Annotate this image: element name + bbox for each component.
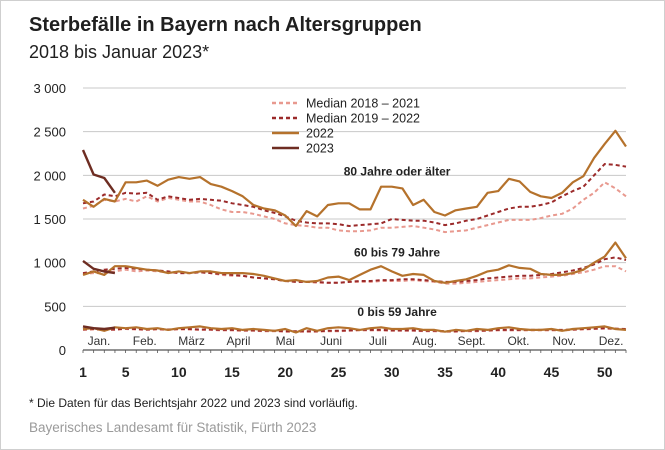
month-label: Dez. bbox=[599, 334, 624, 348]
month-label: Aug. bbox=[412, 334, 437, 348]
x-tick-label: 30 bbox=[384, 364, 400, 380]
series-line-median-2018-2021 bbox=[82, 181, 627, 234]
y-tick-label: 1 500 bbox=[33, 212, 66, 227]
x-tick-label: 25 bbox=[331, 364, 347, 380]
legend-label: 2022 bbox=[306, 127, 334, 141]
series-line-y2022 bbox=[82, 325, 627, 334]
x-tick-label: 5 bbox=[122, 364, 130, 380]
series-line-y2023 bbox=[81, 149, 116, 194]
chart-subtitle: 2018 bis Januar 2023* bbox=[29, 42, 210, 62]
group-labels: 80 Jahre oder älter 60 bis 79 Jahre 0 bis … bbox=[344, 164, 451, 319]
month-label: Okt. bbox=[507, 334, 529, 348]
legend-label: 2023 bbox=[306, 142, 334, 156]
y-tick-label: 2 500 bbox=[33, 125, 66, 140]
month-label: Juni bbox=[320, 334, 342, 348]
month-label: Mai bbox=[276, 334, 295, 348]
legend-label: Median 2018 – 2021 bbox=[306, 97, 420, 111]
group-label: 80 Jahre oder älter bbox=[344, 164, 451, 178]
series-line-median-2019-2022 bbox=[82, 163, 627, 227]
group-label: 0 bis 59 Jahre bbox=[357, 305, 437, 319]
source-note: Bayerisches Landesamt für Statistik, Für… bbox=[29, 420, 317, 435]
y-tick-label: 2 000 bbox=[33, 168, 66, 183]
legend-label: Median 2019 – 2022 bbox=[306, 112, 420, 126]
x-tick-label: 20 bbox=[278, 364, 294, 380]
data-series bbox=[81, 129, 627, 334]
month-label: Jan. bbox=[88, 334, 111, 348]
series-line-y2023 bbox=[82, 325, 116, 331]
group-label: 60 bis 79 Jahre bbox=[354, 246, 440, 260]
y-tick-label: 1 000 bbox=[33, 256, 66, 271]
x-tick-label: 50 bbox=[597, 364, 613, 380]
x-tick-label: 15 bbox=[224, 364, 240, 380]
series-line-y2023 bbox=[82, 259, 116, 275]
x-tick-label: 45 bbox=[544, 364, 560, 380]
month-label: März bbox=[178, 334, 205, 348]
footnote: * Die Daten für das Berichtsjahr 2022 un… bbox=[29, 396, 358, 410]
grid-lines bbox=[83, 87, 626, 307]
month-label: Feb. bbox=[133, 334, 157, 348]
x-axis: 1 5 10 15 20 25 30 35 40 45 50 bbox=[79, 349, 627, 380]
month-label: Sept. bbox=[458, 334, 486, 348]
series-line-y2022 bbox=[82, 241, 627, 284]
x-tick-label: 10 bbox=[171, 364, 187, 380]
series-line-y2022 bbox=[82, 129, 627, 228]
y-tick-label: 3 000 bbox=[33, 81, 66, 96]
x-tick-label: 40 bbox=[490, 364, 506, 380]
series-line-median-2019-2022 bbox=[82, 256, 627, 284]
month-label: Nov. bbox=[552, 334, 576, 348]
month-labels: Jan. Feb. März April Mai Juni Juli Aug. Sept. Okt… bbox=[88, 334, 624, 348]
chart-title: Sterbefälle in Bayern nach Altersgruppen bbox=[29, 14, 422, 36]
y-axis-tick-labels: 0 500 1 000 1 500 2 000 2 500 3 000 bbox=[33, 81, 66, 358]
month-label: April bbox=[226, 334, 250, 348]
y-tick-label: 0 bbox=[59, 343, 66, 358]
x-tick-label: 1 bbox=[79, 364, 87, 380]
x-tick-label: 35 bbox=[437, 364, 453, 380]
month-label: Juli bbox=[369, 334, 387, 348]
y-tick-label: 500 bbox=[44, 299, 66, 314]
